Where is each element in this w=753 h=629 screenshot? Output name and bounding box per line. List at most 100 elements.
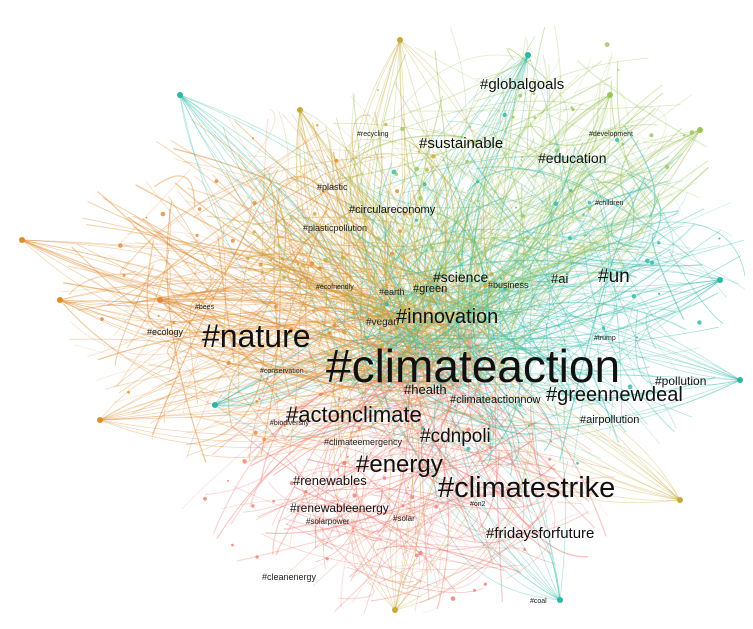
network-edge [399, 39, 492, 313]
node-label-vegan: #vegan [366, 317, 399, 328]
network-node [466, 214, 469, 217]
network-node [622, 264, 625, 268]
network-edge [255, 111, 289, 264]
network-node [617, 69, 620, 71]
network-edge [434, 153, 541, 370]
network-edge [21, 239, 523, 289]
network-edge [404, 138, 486, 335]
network-edge [399, 201, 433, 320]
network-edge [446, 139, 569, 391]
network-edge [532, 153, 545, 243]
network-edge [206, 215, 443, 360]
network-edge [369, 54, 529, 383]
network-node [317, 266, 322, 271]
network-node [689, 130, 695, 135]
network-edge [611, 128, 646, 212]
network-edge [99, 291, 368, 421]
network-edge [214, 285, 412, 406]
network-edge [374, 54, 529, 391]
network-edge [245, 308, 366, 452]
network-edge [381, 188, 600, 317]
network-edge [326, 308, 486, 533]
network-edge [159, 299, 361, 336]
network-edge [464, 279, 527, 320]
network-edge [159, 295, 490, 399]
network-edge [214, 319, 503, 406]
network-node [554, 148, 559, 153]
network-edge [371, 182, 674, 310]
network-edge [450, 367, 681, 501]
network-edge [360, 54, 529, 266]
network-edge [113, 250, 187, 337]
network-edge [280, 236, 440, 281]
network-edge [408, 54, 529, 348]
network-node [518, 93, 523, 98]
network-node [482, 283, 488, 288]
network-edge [422, 375, 449, 436]
network-node [305, 371, 308, 374]
network-edge [179, 94, 491, 425]
network-edge [503, 180, 620, 232]
network-edge [328, 178, 410, 350]
network-node [372, 307, 377, 312]
network-edge [431, 373, 662, 385]
network-edge [159, 299, 501, 425]
network-edge [377, 279, 721, 350]
network-node [352, 493, 357, 498]
network-edge [623, 125, 656, 218]
network-edge [365, 197, 505, 342]
network-edge [325, 126, 346, 350]
node-label-earth: #earth [379, 287, 405, 297]
network-node [435, 284, 439, 288]
network-edge [408, 143, 482, 389]
network-edge [214, 288, 394, 406]
network-edge [304, 156, 424, 323]
network-edge [297, 109, 379, 289]
network-edge [179, 94, 378, 435]
network-edge [474, 89, 520, 102]
network-edge [394, 310, 414, 343]
network-edge [481, 78, 557, 106]
network-edge [262, 181, 380, 324]
network-edge [393, 291, 741, 381]
network-edge [389, 329, 443, 372]
network-edge [402, 118, 504, 225]
network-edge [360, 392, 388, 417]
network-edge [300, 371, 380, 378]
network-edge [603, 181, 635, 243]
network-node [231, 543, 234, 547]
network-edge [254, 354, 368, 461]
network-node [316, 124, 319, 127]
network-edge [304, 293, 464, 382]
network-edge [424, 207, 481, 328]
network-edge [506, 161, 552, 350]
network-edge [315, 430, 365, 563]
node-label-greennewdeal: #greennewdeal [546, 384, 683, 406]
network-edge [345, 203, 557, 420]
network-edge [351, 451, 512, 532]
network-edge [157, 239, 397, 277]
network-node [398, 229, 402, 233]
network-edge [369, 335, 552, 370]
network-edge [224, 247, 392, 321]
network-edge [382, 94, 611, 269]
network-edge [436, 27, 467, 252]
network-edge [369, 255, 393, 354]
network-edge [86, 224, 428, 319]
network-edge [431, 428, 561, 601]
network-edge [480, 57, 592, 208]
network-edge [556, 179, 643, 218]
network-edge [399, 496, 437, 577]
node-label-innovation: #innovation [396, 306, 498, 328]
network-edge [428, 255, 742, 336]
network-edge [269, 268, 408, 312]
node-label-renewables: #renewables [293, 473, 367, 488]
network-edge [99, 310, 539, 421]
node-label-fridaysforfuture: #fridaysforfuture [486, 525, 594, 542]
node-label-business: #business [488, 280, 529, 290]
network-edge [436, 182, 475, 346]
network-edge [477, 331, 693, 418]
network-edge [327, 326, 396, 611]
network-node [489, 272, 494, 277]
network-edge [377, 324, 541, 387]
